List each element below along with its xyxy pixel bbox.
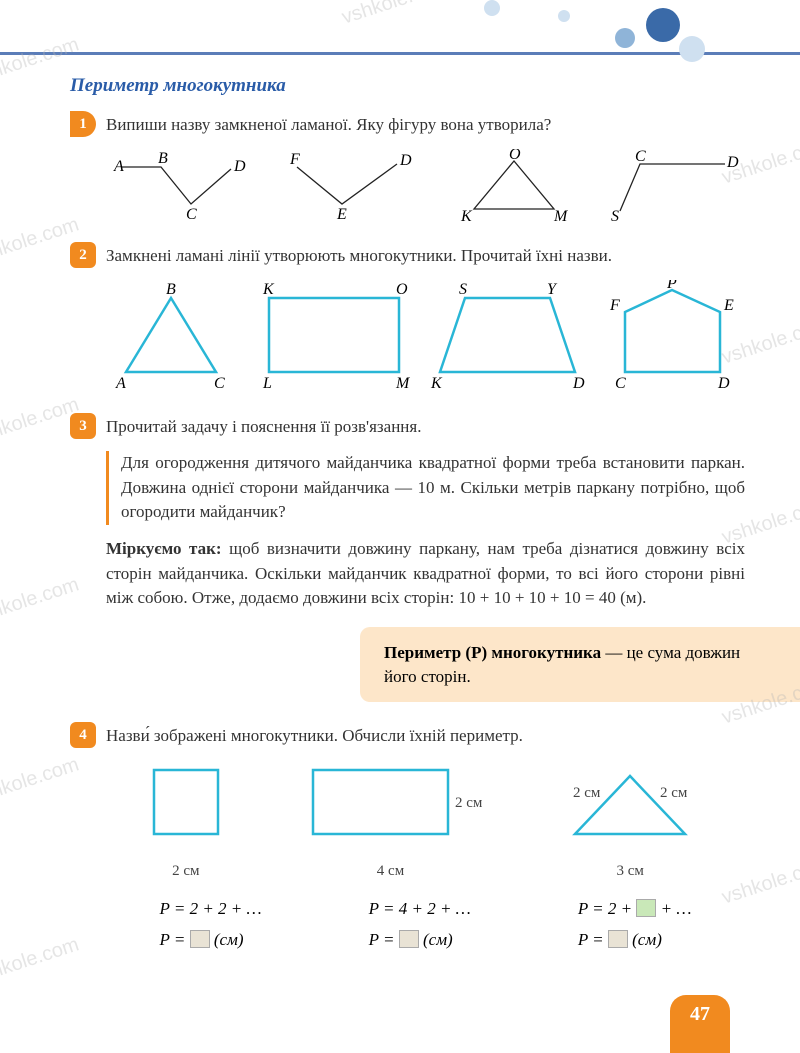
eq1-1: P = 2 + 2 + …	[160, 894, 262, 925]
task-3: 3 Прочитай задачу і пояснення її розв'яз…	[70, 413, 745, 439]
task-1: 1 Випиши назву замкненої ламаної. Яку фі…	[70, 111, 745, 137]
definition-box: Периметр (P) многокутника — це сума довж…	[360, 627, 800, 703]
lbl-K2: K	[262, 281, 275, 298]
task-2-figures: B A C K O L M S Y K D P F E C D	[106, 280, 745, 395]
label-S: S	[611, 208, 619, 224]
rect-h: 2 см	[455, 795, 483, 811]
blank-box	[399, 930, 419, 948]
reasoning-label: Міркуємо так:	[106, 539, 222, 558]
page-content: Периметр многокутника 1 Випиши назву зам…	[0, 0, 800, 956]
shape-trapezoid: S Y K D	[425, 280, 590, 395]
bubble-3	[679, 36, 705, 62]
perim-rect: 2 см 4 см	[295, 762, 485, 880]
label-O: O	[509, 149, 521, 163]
eq3-1: P = 2 + + …	[578, 894, 692, 925]
task-3-reasoning: Міркуємо так: щоб визначити довжину парк…	[106, 537, 745, 611]
bubble-2	[615, 28, 635, 48]
label-C: C	[186, 206, 197, 223]
eq2-1: P = 4 + 2 + …	[369, 894, 471, 925]
task-4-equations: P = 2 + 2 + … P = (см) P = 4 + 2 + … P =…	[106, 894, 745, 955]
eq-col-1: P = 2 + 2 + … P = (см)	[160, 894, 262, 955]
eq3-2: P = (см)	[578, 925, 692, 956]
square-side: 2 см	[136, 863, 236, 880]
label-B: B	[158, 150, 168, 167]
perim-tri: 2 см 2 см 3 см	[545, 762, 715, 880]
perim-square: 2 см	[136, 762, 236, 880]
lbl-F2: F	[609, 297, 620, 314]
eq-col-2: P = 4 + 2 + … P = (см)	[369, 894, 471, 955]
label-M: M	[553, 208, 569, 224]
eq1-2: P = (см)	[160, 925, 262, 956]
label-E: E	[336, 206, 347, 223]
shape-rect-kolm: K O L M	[251, 280, 416, 395]
lbl-M2: M	[395, 375, 411, 392]
label-D3: D	[726, 154, 739, 171]
bubble-4	[558, 10, 570, 22]
lbl-S2: S	[459, 281, 467, 298]
lbl-C4: C	[615, 375, 626, 392]
task-number-4: 4	[70, 722, 96, 748]
lbl-C3: C	[214, 375, 225, 392]
blank-box	[608, 930, 628, 948]
header-decoration	[0, 0, 800, 70]
shape-pentagon: P F E C D	[600, 280, 745, 395]
task-1-text: Випиши назву замкненої ламаної. Яку фігу…	[106, 111, 551, 137]
eq-col-3: P = 2 + + … P = (см)	[578, 894, 692, 955]
lbl-L: L	[262, 375, 272, 392]
blank-box-green	[636, 899, 656, 917]
polyline-fed: F E D	[282, 149, 422, 224]
lbl-D5: D	[717, 375, 730, 392]
lbl-P: P	[666, 280, 677, 292]
eq2-2: P = (см)	[369, 925, 471, 956]
tri-b: 2 см	[660, 785, 688, 801]
task-number-1: 1	[70, 111, 96, 137]
task-number-3: 3	[70, 413, 96, 439]
task-4: 4 Назви́ зображені многокутники. Обчисли…	[70, 722, 745, 748]
label-D2: D	[399, 152, 412, 169]
task-3-text: Прочитай задачу і пояснення її розв'язан…	[106, 413, 421, 439]
task-4-text: Назви́ зображені многокутники. Обчисли ї…	[106, 722, 523, 748]
page-number-tab: 47	[670, 995, 730, 1053]
triangle-okm: O K M	[449, 149, 579, 224]
blank-box	[190, 930, 210, 948]
bubble-5	[484, 0, 500, 16]
polyline-scd: S C D	[605, 149, 745, 224]
task-2-text: Замкнені ламані лінії утворюють многокут…	[106, 242, 612, 268]
task-4-shapes: 2 см 2 см 4 см 2 см 2 см 3 см	[106, 762, 745, 880]
lbl-B2: B	[166, 281, 176, 298]
task-3-problem: Для огородження дитячого майданчика квад…	[106, 451, 745, 525]
rect-w: 4 см	[295, 863, 485, 880]
definition-term: Периметр (P) многокутника	[384, 643, 601, 662]
task-number-2: 2	[70, 242, 96, 268]
lbl-D4: D	[572, 375, 585, 392]
tri-c: 3 см	[545, 863, 715, 880]
label-C2: C	[635, 149, 646, 165]
lbl-Y: Y	[547, 281, 558, 298]
tri-a: 2 см	[573, 785, 601, 801]
lbl-K3: K	[430, 375, 443, 392]
bubble-1	[646, 8, 680, 42]
task-2: 2 Замкнені ламані лінії утворюють многок…	[70, 242, 745, 268]
lbl-A2: A	[115, 375, 126, 392]
label-K: K	[460, 208, 473, 224]
polyline-abcd: A B C D	[106, 149, 256, 224]
label-A: A	[113, 158, 124, 175]
shape-triangle-bac: B A C	[106, 280, 241, 395]
lbl-O2: O	[396, 281, 408, 298]
lbl-E2: E	[723, 297, 734, 314]
task-1-figures: A B C D F E D O K M S C D	[106, 149, 745, 224]
page-title: Периметр многокутника	[70, 75, 745, 97]
label-F: F	[289, 151, 300, 168]
label-D: D	[233, 158, 246, 175]
